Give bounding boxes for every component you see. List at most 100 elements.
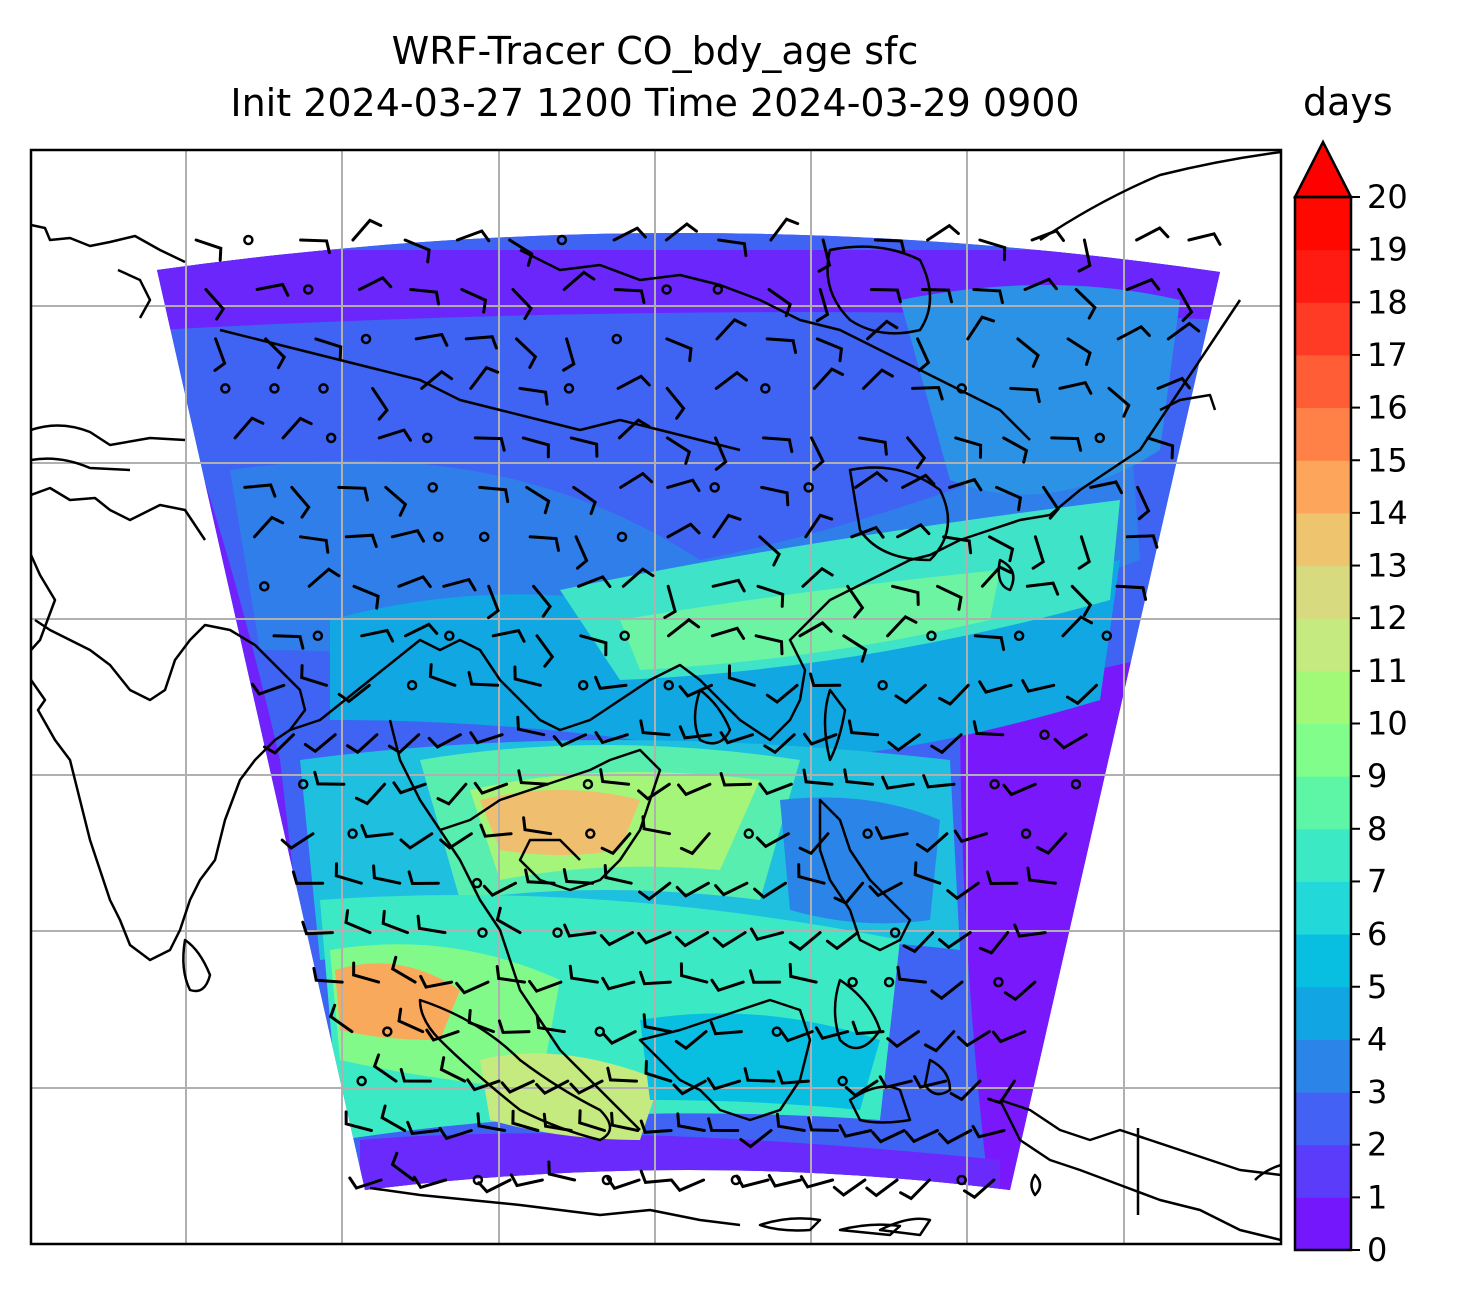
wind-barb bbox=[358, 275, 393, 291]
wind-barb bbox=[574, 535, 589, 570]
wind-barb bbox=[930, 980, 964, 1001]
wind-barb bbox=[360, 628, 395, 643]
wind-barb bbox=[906, 436, 927, 470]
wind-barb bbox=[1009, 386, 1041, 404]
wind-barb bbox=[972, 720, 1005, 737]
calm-wind-marker bbox=[601, 1174, 613, 1186]
wind-barb bbox=[346, 733, 379, 755]
calm-wind-marker bbox=[862, 828, 873, 839]
wind-barb bbox=[425, 1028, 460, 1042]
calm-wind-marker bbox=[269, 383, 280, 394]
wind-barb bbox=[535, 634, 555, 668]
wind-barb bbox=[314, 337, 343, 361]
wind-barb bbox=[495, 906, 522, 935]
colorbar-tick-label: 10 bbox=[1367, 705, 1408, 743]
wind-barb bbox=[397, 575, 432, 588]
wind-barb bbox=[390, 955, 417, 984]
colorbar-band bbox=[1295, 1144, 1351, 1198]
calm-wind-marker bbox=[312, 630, 324, 642]
wind-barb bbox=[466, 1078, 501, 1092]
wind-barb bbox=[749, 927, 785, 941]
wind-barb bbox=[243, 483, 277, 498]
wind-barb bbox=[638, 881, 672, 901]
calm-wind-marker bbox=[616, 531, 628, 543]
colorbar-band bbox=[1295, 618, 1351, 672]
wind-barb bbox=[621, 567, 655, 588]
wind-barb bbox=[788, 962, 818, 984]
wind-barb bbox=[980, 565, 1013, 588]
colorbar-tick-label: 11 bbox=[1367, 652, 1408, 690]
wind-barb bbox=[894, 683, 927, 705]
wind-barb bbox=[804, 513, 834, 539]
calm-wind-marker bbox=[837, 1075, 848, 1087]
wind-barb bbox=[563, 923, 597, 938]
wind-barb bbox=[926, 223, 960, 242]
wind-barb bbox=[399, 832, 434, 850]
calm-wind-marker bbox=[303, 284, 314, 295]
colorbar-band bbox=[1295, 828, 1351, 882]
calm-wind-marker bbox=[926, 630, 937, 642]
wind-barb bbox=[666, 522, 701, 539]
wind-barb bbox=[579, 634, 608, 657]
wind-barb bbox=[709, 1021, 743, 1036]
wind-barb bbox=[978, 931, 1010, 955]
wind-barb bbox=[528, 535, 560, 552]
wind-barb bbox=[599, 768, 631, 786]
wind-barb bbox=[513, 665, 542, 687]
wind-barb bbox=[942, 535, 973, 555]
wind-barb bbox=[904, 1129, 939, 1144]
wind-barb bbox=[616, 374, 651, 390]
wind-barb bbox=[281, 416, 313, 440]
wind-barb bbox=[412, 1175, 448, 1190]
colorbar-band bbox=[1295, 302, 1351, 356]
wind-barb bbox=[1156, 376, 1191, 390]
wind-barb bbox=[807, 1116, 840, 1132]
colorbar-tick-label: 7 bbox=[1367, 862, 1387, 900]
wind-barb bbox=[1074, 288, 1097, 320]
colorbar-band bbox=[1295, 460, 1351, 514]
colorbar-units-label: days bbox=[1303, 80, 1393, 124]
wind-barb bbox=[1125, 534, 1159, 549]
wind-barb bbox=[665, 436, 692, 465]
calm-wind-marker bbox=[803, 482, 814, 493]
wind-barb bbox=[797, 863, 826, 885]
wind-barb bbox=[637, 782, 671, 801]
map-title-line2: Init 2024-03-27 1200 Time 2024-03-29 090… bbox=[230, 81, 1080, 125]
wind-barb bbox=[524, 868, 556, 885]
calm-wind-marker bbox=[1013, 630, 1025, 642]
wind-barb bbox=[844, 1079, 879, 1098]
wind-barb bbox=[495, 965, 526, 984]
wind-barb bbox=[842, 634, 868, 663]
wind-barb bbox=[403, 238, 431, 264]
wind-barb bbox=[387, 733, 421, 755]
colorbar-tick-label: 17 bbox=[1367, 336, 1408, 374]
calm-wind-marker bbox=[297, 778, 309, 790]
map-title-line1: WRF-Tracer CO_bdy_age sfc bbox=[391, 29, 919, 73]
calm-wind-marker bbox=[477, 927, 488, 938]
wind-barb bbox=[414, 332, 449, 347]
wind-barb bbox=[1077, 535, 1091, 570]
wind-barb bbox=[779, 1029, 814, 1043]
calm-wind-marker bbox=[356, 1075, 367, 1087]
wind-barb bbox=[348, 1176, 383, 1190]
wind-barb bbox=[1013, 923, 1047, 938]
wind-barb bbox=[665, 337, 693, 363]
colorbar-band bbox=[1295, 1039, 1351, 1093]
wind-barb bbox=[972, 288, 1004, 305]
wind-barb bbox=[313, 770, 346, 786]
wind-barb bbox=[1030, 228, 1065, 242]
wind-barb bbox=[420, 369, 454, 390]
wind-barb bbox=[639, 1119, 673, 1134]
wind-barb bbox=[491, 628, 526, 643]
wind-barb bbox=[765, 683, 799, 704]
wind-barb bbox=[572, 485, 597, 515]
wind-barb bbox=[407, 870, 440, 886]
wind-barb bbox=[812, 367, 845, 390]
wind-barb bbox=[384, 485, 408, 517]
wind-barb bbox=[469, 365, 500, 390]
wind-barb bbox=[594, 731, 629, 745]
wind-barb bbox=[1065, 683, 1098, 706]
wind-barb bbox=[763, 733, 796, 755]
wind-barb bbox=[291, 870, 325, 885]
calm-wind-marker bbox=[1020, 828, 1032, 839]
